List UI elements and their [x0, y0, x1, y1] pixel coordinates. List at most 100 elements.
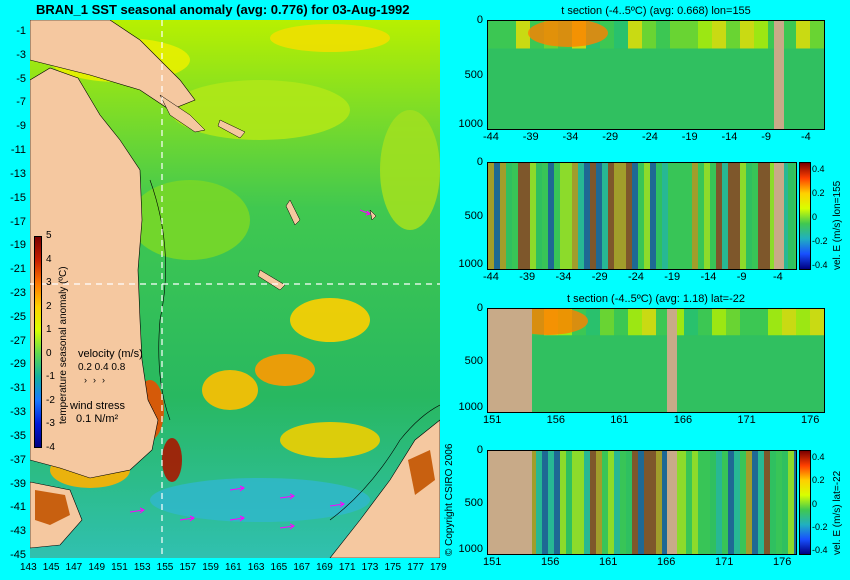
panel-x-tick: 171	[737, 414, 756, 426]
panel-y-tick: 500	[464, 210, 483, 222]
latitude-tick-label: -29	[10, 358, 26, 371]
panel-y-tick: 0	[476, 444, 483, 456]
panel-x-tick: 161	[599, 556, 618, 568]
latitude-tick-label: -9	[16, 120, 26, 133]
panel-title: t section (-4..5ºC) (avg: 1.18) lat=-22	[567, 293, 745, 305]
panel-x-tick: -39	[519, 271, 536, 283]
australia-land	[30, 67, 159, 479]
velocity-colorbar	[799, 162, 811, 270]
latitude-tick-label: -31	[10, 382, 26, 395]
map-title: BRAN_1 SST seasonal anomaly (avg: 0.776)…	[36, 2, 410, 17]
panel-y-tick: 500	[464, 354, 483, 367]
latitude-tick-label: -27	[10, 334, 26, 347]
velocity-colorbar-tick: 0.2	[812, 475, 825, 486]
latitude-tick-label: -15	[10, 191, 26, 204]
panel-x-tick: 176	[773, 556, 792, 568]
sst-colorbar-ticks: 5 4 3 2 1 0 -1 -2 -3 -4	[46, 230, 66, 453]
panel-x-tick: -14	[700, 271, 717, 283]
velocity-colorbar	[799, 450, 811, 555]
velocity-colorbar-tick: 0.4	[812, 164, 825, 174]
latitude-tick-label: -3	[16, 48, 26, 61]
panel-x-tick: 176	[801, 414, 820, 426]
longitude-tick-label: 175	[384, 562, 402, 573]
velocity-colorbar-tick: 0.4	[812, 452, 825, 462]
panel-x-tick: -24	[628, 271, 644, 283]
latitude-axis: -1 -3 -5 -7 -9 -11 -13 -15 -17 -19 -21 -23 -25 -27 -29…	[0, 20, 28, 561]
longitude-tick-label: 173	[361, 562, 379, 573]
panel-x-tick: -9	[736, 271, 747, 283]
latitude-tick-label: -13	[10, 167, 26, 180]
velocity-colorbar-tick: 0	[812, 212, 818, 222]
longitude-tick-label: 161	[225, 562, 242, 573]
sst-colorbar-tick: -4	[46, 442, 55, 453]
latitude-tick-label: -7	[16, 96, 26, 109]
sst-colorbar-tick: 0	[46, 347, 52, 359]
panel-y-tick: 0	[476, 302, 483, 314]
panel-x-tick: 156	[541, 556, 560, 568]
panel-x-tick: 171	[715, 556, 734, 568]
velocity-colorbar-tick: -0.2	[812, 236, 828, 246]
panel-x-tick: -34	[562, 131, 579, 143]
wind-legend-title: wind stress	[70, 400, 126, 412]
latitude-tick-label: -23	[10, 287, 26, 299]
section-field	[488, 21, 824, 129]
sst-colorbar-tick: 2	[46, 300, 52, 312]
panel-x-tick: -29	[602, 131, 619, 143]
section-field	[488, 451, 796, 554]
longitude-tick-label: 177	[407, 562, 424, 573]
panel-y-tick: 1000	[458, 118, 483, 130]
panel-x-tick: -39	[522, 131, 539, 143]
longitude-tick-label: 171	[338, 562, 356, 573]
latitude-tick-label: -45	[10, 549, 26, 561]
velocity-legend: velocity (m/s) 0.2 0.4 0.8 ›››	[78, 348, 143, 385]
section-plot	[487, 20, 825, 130]
longitude-tick-label: 165	[270, 562, 288, 573]
panel-y-tick: 1000	[458, 258, 483, 270]
panel-x-tick: -9	[761, 131, 772, 143]
longitude-tick-label: 163	[247, 562, 265, 573]
latitude-tick-label: -11	[10, 144, 26, 157]
latitude-tick-label: -19	[10, 239, 26, 252]
panel-x-tick: 166	[657, 556, 676, 568]
longitude-tick-label: 147	[65, 562, 83, 573]
latitude-tick-label: -5	[16, 72, 26, 85]
sst-colorbar-tick: 3	[46, 277, 52, 289]
latitude-tick-label: -37	[10, 453, 26, 466]
longitude-tick-label: 179	[430, 562, 447, 573]
sst-colorbar-tick: -3	[46, 418, 55, 430]
sst-colorbar-tick: 4	[46, 253, 52, 265]
panel-x-tick: -34	[555, 271, 572, 283]
panel-x-tick: 151	[483, 556, 502, 568]
longitude-tick-label: 145	[42, 562, 60, 573]
velocity-legend-values: 0.2 0.4 0.8	[78, 362, 126, 373]
latitude-tick-label: -21	[10, 263, 26, 276]
latitude-tick-label: -33	[10, 406, 26, 419]
latitude-tick-label: -17	[10, 215, 26, 228]
panel-x-tick: -44	[483, 131, 499, 143]
panel-y-tick: 500	[464, 496, 483, 509]
latitude-tick-label: -1	[16, 25, 26, 37]
sst-colorbar-tick: 1	[46, 324, 52, 336]
panel-x-tick: -4	[773, 271, 783, 283]
velocity-legend-title: velocity (m/s)	[78, 348, 143, 360]
longitude-tick-label: 143	[20, 562, 37, 573]
panel-y-tick: 0	[476, 14, 483, 26]
section-field	[488, 163, 796, 269]
longitude-tick-label: 149	[88, 562, 106, 573]
panel-x-tick: -19	[664, 271, 681, 283]
panel-x-tick: 156	[546, 414, 565, 426]
sst-colorbar-tick: -2	[46, 394, 55, 406]
latitude-tick-label: -41	[10, 501, 26, 514]
longitude-tick-label: 153	[133, 562, 151, 573]
new-zealand-land	[329, 419, 440, 558]
latitude-tick-label: -25	[10, 310, 26, 323]
panel-x-tick: -24	[642, 131, 658, 143]
velocity-colorbar-tick: -0.4	[812, 545, 828, 555]
velocity-colorbar-tick: 0	[812, 498, 818, 509]
longitude-tick-label: 167	[293, 562, 311, 573]
panel-x-tick: -14	[721, 131, 738, 143]
velocity-colorbar-tick: -0.4	[812, 260, 828, 270]
section-plot	[487, 162, 797, 270]
panel-x-tick: -44	[483, 271, 499, 283]
longitude-tick-label: 151	[111, 562, 128, 573]
